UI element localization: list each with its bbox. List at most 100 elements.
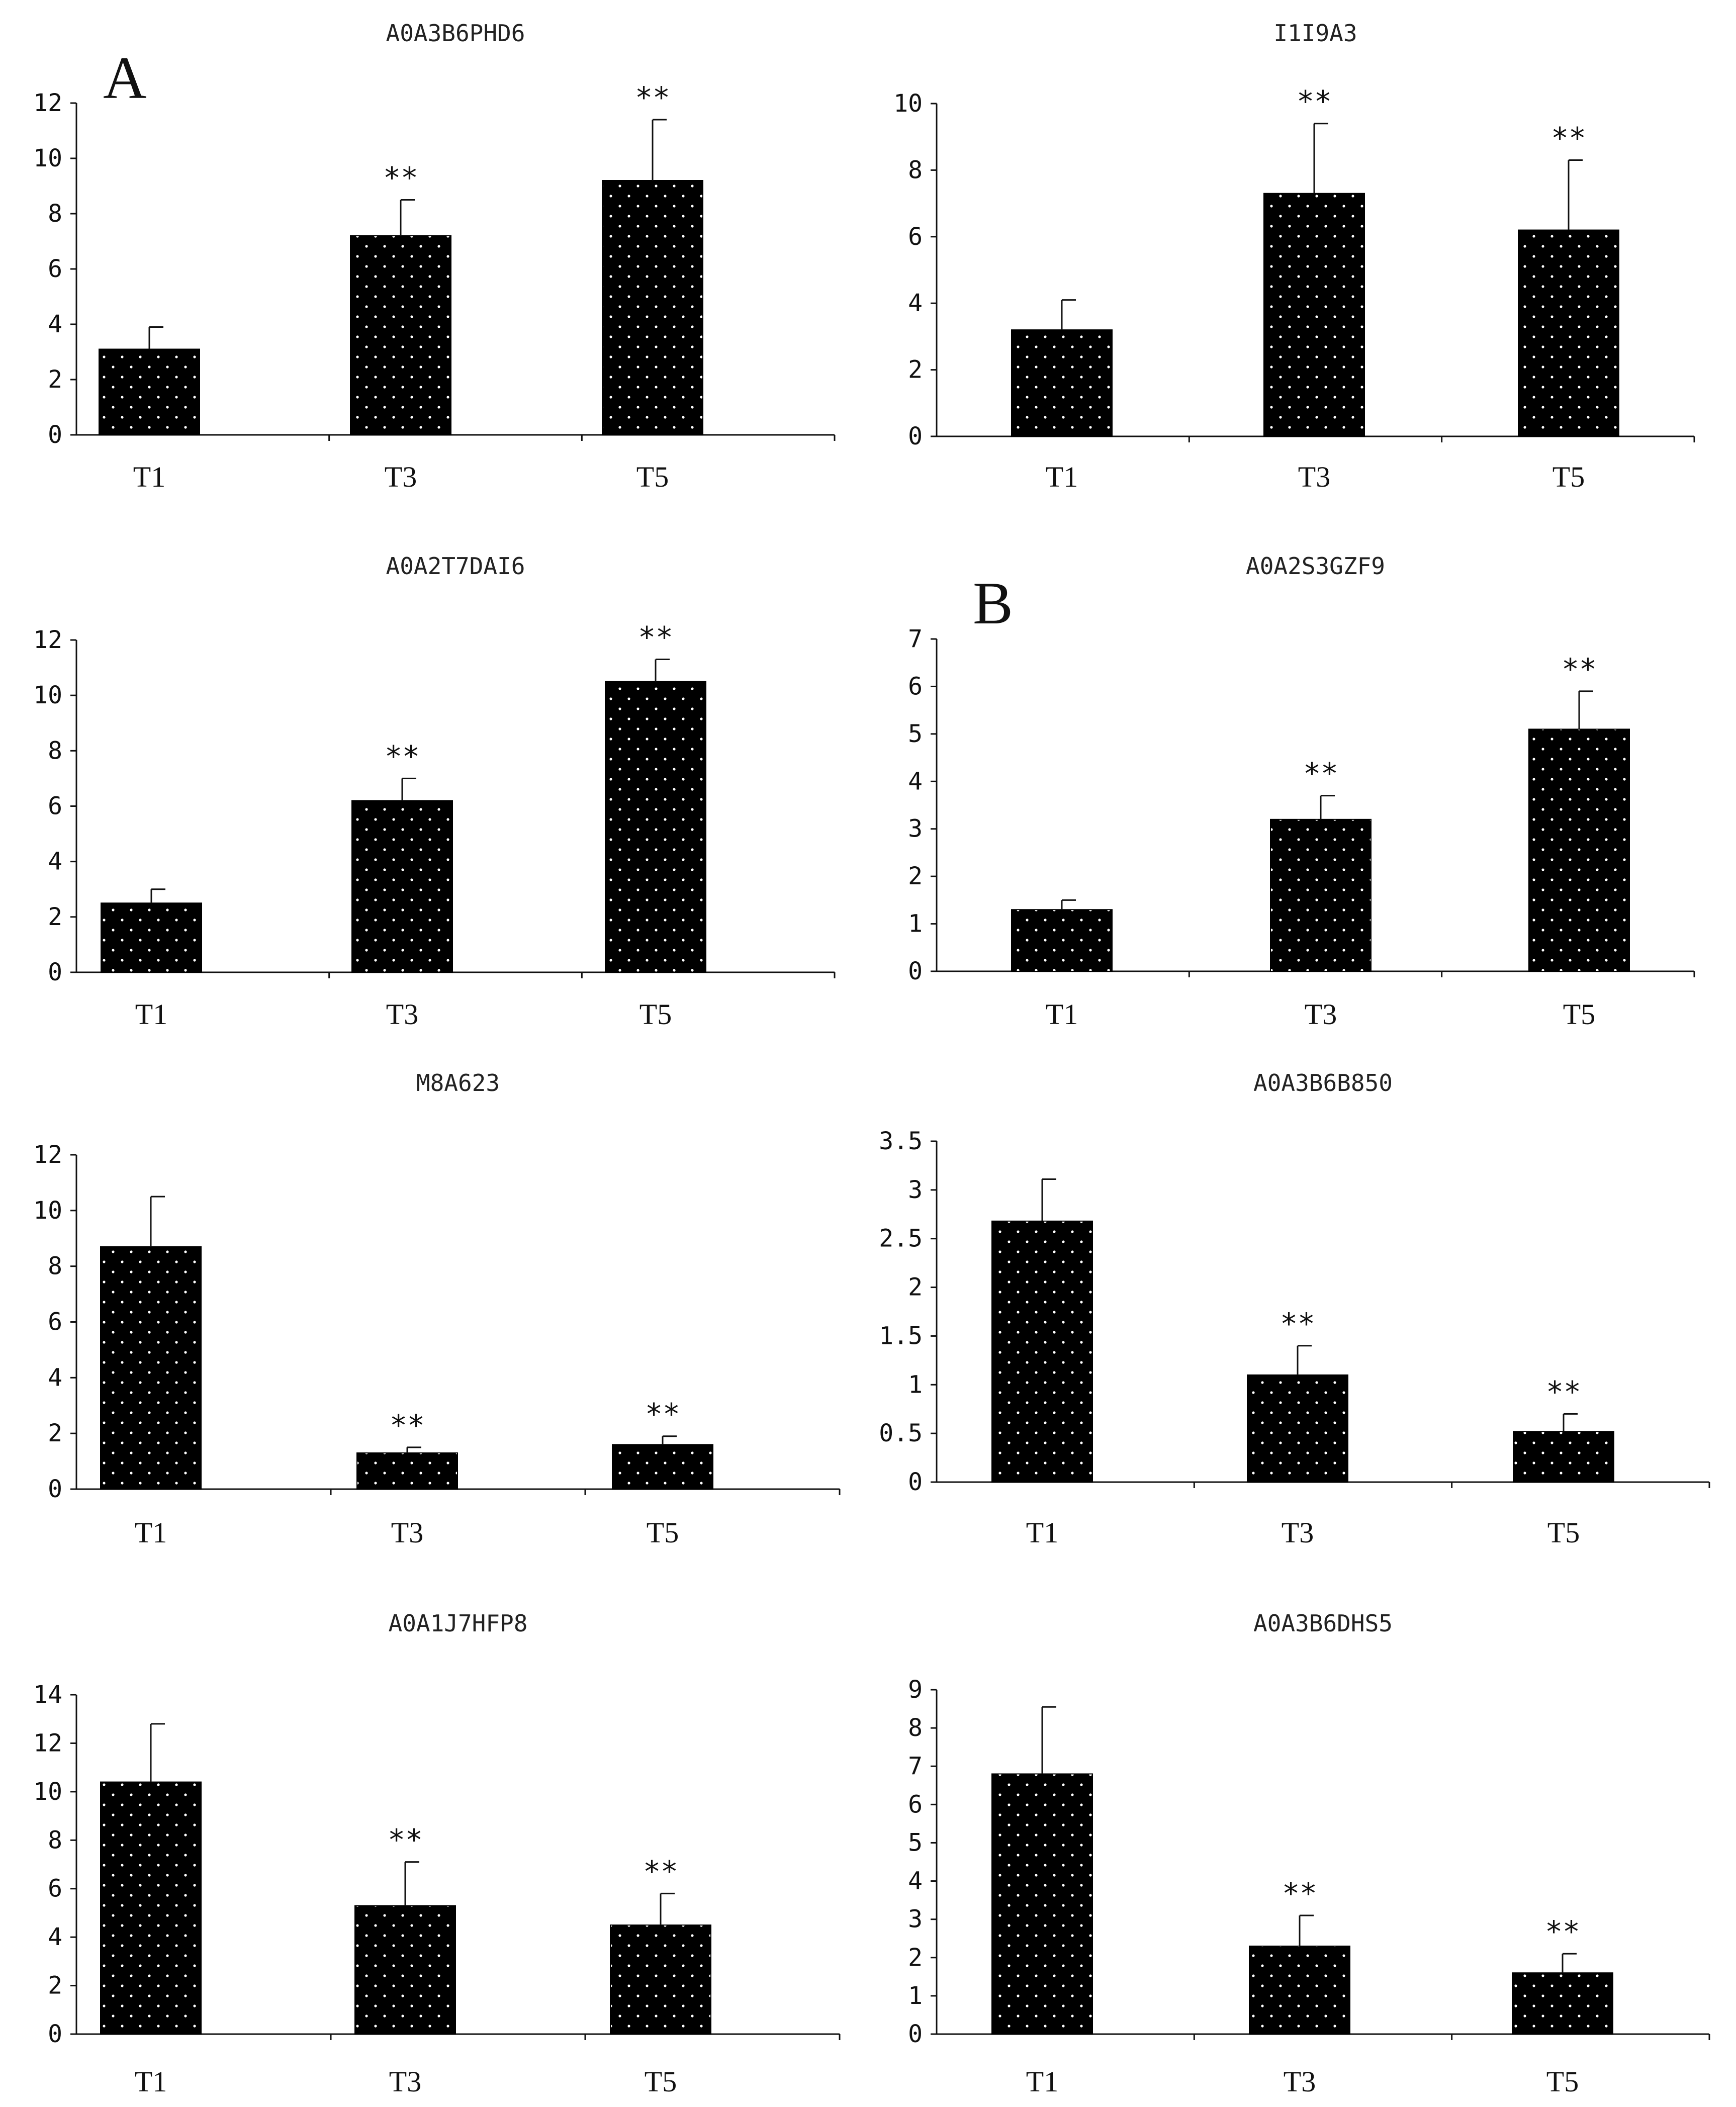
y-tick-label: 4 — [48, 1363, 62, 1392]
y-tick-label: 6 — [908, 1790, 923, 1818]
bar-T1 — [100, 1246, 202, 1490]
category-label: T5 — [1563, 998, 1595, 1031]
y-tick-label: 6 — [48, 792, 62, 820]
chart-title: I1I9A3 — [1273, 20, 1357, 47]
bar-T5 — [612, 1444, 713, 1490]
y-tick-label: 3 — [908, 1905, 923, 1934]
y-tick-label: 7 — [908, 625, 923, 653]
y-tick-label: 5 — [908, 1828, 923, 1857]
bar-T5 — [605, 681, 706, 973]
y-tick-label: 6 — [48, 1308, 62, 1336]
category-label: T3 — [385, 461, 417, 493]
y-tick-label: 10 — [33, 681, 62, 709]
y-tick-label: 0 — [908, 957, 923, 985]
bar-T5 — [1518, 229, 1619, 437]
y-tick-label: 4 — [48, 848, 62, 876]
bar-T1 — [1011, 329, 1113, 437]
significance-marker: ** — [390, 1408, 425, 1442]
category-label: T5 — [636, 461, 669, 493]
significance-marker: ** — [1546, 1375, 1581, 1409]
y-tick-label: 9 — [908, 1676, 923, 1704]
y-tick-label: 4 — [908, 289, 923, 317]
y-tick-label: 8 — [48, 200, 62, 228]
category-label: T1 — [1046, 461, 1078, 493]
category-label: T3 — [1305, 998, 1337, 1031]
y-tick-label: 0 — [48, 2020, 62, 2048]
y-tick-label: 0 — [48, 421, 62, 449]
significance-marker: ** — [1545, 1914, 1580, 1949]
chart-title: A0A3B6PHD6 — [386, 20, 525, 47]
y-tick-label: 2 — [48, 365, 62, 394]
chart-title: A0A1J7HFP8 — [389, 1610, 528, 1637]
y-tick-label: 3 — [908, 815, 923, 843]
significance-marker: ** — [1562, 652, 1597, 686]
category-label: T5 — [1547, 1516, 1580, 1549]
significance-marker: ** — [385, 739, 420, 773]
y-tick-label: 6 — [908, 672, 923, 700]
bar-T1 — [991, 1773, 1093, 2035]
bar-T3 — [1249, 1945, 1350, 2035]
bar-T5 — [602, 180, 703, 435]
y-tick-label: 12 — [33, 626, 62, 654]
category-label: T3 — [1282, 1516, 1314, 1549]
chart-A0A3B6PHD6: A0A3B6PHD6 0 2 4 6 8 10 12 T1 ** T3 ** T5 A — [33, 20, 836, 493]
bar-T5 — [1512, 1972, 1613, 2035]
category-label: T1 — [1046, 998, 1078, 1031]
y-tick-label: 5 — [908, 720, 923, 748]
chart-A0A2S3GZF9: A0A2S3GZF9 0 1 2 3 4 5 6 7 T1 ** T3 ** T5 B — [908, 553, 1695, 1031]
chart-A0A3B6DHS5: A0A3B6DHS5 0 1 2 3 4 5 6 7 8 9 T1 ** T3 ** T5 — [908, 1610, 1710, 2098]
category-label: T5 — [1552, 461, 1585, 493]
y-tick-label: 0.5 — [879, 1419, 923, 1447]
bar-T3 — [1270, 818, 1372, 972]
chart-title: A0A2T7DAI6 — [386, 553, 525, 580]
category-label: T3 — [389, 2065, 421, 2098]
y-tick-label: 0 — [48, 1475, 62, 1503]
y-tick-label: 1 — [908, 910, 923, 938]
significance-marker: ** — [635, 80, 670, 115]
category-label: T5 — [639, 998, 672, 1031]
y-tick-label: 2 — [48, 1419, 62, 1447]
category-label: T5 — [645, 2065, 677, 2098]
significance-marker: ** — [1280, 1307, 1315, 1341]
category-label: T3 — [1284, 2065, 1316, 2098]
y-tick-label: 2 — [48, 903, 62, 931]
y-tick-label: 10 — [893, 89, 923, 118]
y-tick-label: 0 — [908, 1468, 923, 1496]
y-tick-label: 6 — [48, 1875, 62, 1903]
y-tick-label: 12 — [33, 1729, 62, 1757]
bar-T3 — [356, 1452, 458, 1490]
y-tick-label: 6 — [908, 223, 923, 251]
category-label: T3 — [391, 1516, 423, 1549]
bar-T1 — [99, 348, 200, 435]
y-tick-label: 0 — [908, 422, 923, 450]
bar-T3 — [1263, 193, 1365, 437]
chart-A0A2T7DAI6: A0A2T7DAI6 0 2 4 6 8 10 12 T1 ** T3 ** T5 — [33, 553, 836, 1031]
category-label: T1 — [133, 461, 165, 493]
category-label: T1 — [1026, 2065, 1058, 2098]
chart-M8A623: M8A623 0 2 4 6 8 10 12 T1 ** T3 ** T5 — [33, 1069, 841, 1549]
bar-T3 — [1247, 1374, 1348, 1483]
y-tick-label: 4 — [908, 767, 923, 795]
chart-A0A3B6B850: A0A3B6B850 0 0.5 1 1.5 2 2.5 3 3.5 T1 ** T3 ** T5 — [879, 1069, 1710, 1549]
y-tick-label: 4 — [908, 1867, 923, 1895]
bar-T1 — [991, 1220, 1093, 1483]
y-tick-label: 0 — [48, 958, 62, 986]
bar-T1 — [101, 902, 202, 973]
chart-title: M8A623 — [416, 1069, 500, 1096]
panel-label: B — [973, 570, 1013, 636]
bar-T5 — [1513, 1431, 1614, 1483]
y-tick-label: 12 — [33, 89, 62, 117]
y-tick-label: 1 — [908, 1982, 923, 2010]
bar-T5 — [1528, 728, 1630, 972]
category-label: T1 — [135, 2065, 167, 2098]
chart-A0A1J7HFP8: A0A1J7HFP8 0 2 4 6 8 10 12 14 T1 ** T3 ** T5 — [33, 1610, 841, 2098]
chart-I1I9A3: I1I9A3 0 2 4 6 8 10 T1 ** T3 ** T5 — [893, 20, 1695, 493]
y-tick-label: 8 — [48, 1826, 62, 1854]
chart-title: A0A2S3GZF9 — [1246, 553, 1385, 580]
y-tick-label: 8 — [908, 156, 923, 184]
significance-marker: ** — [388, 1823, 423, 1857]
y-tick-label: 3.5 — [879, 1127, 923, 1155]
significance-marker: ** — [645, 1397, 680, 1431]
y-tick-label: 14 — [33, 1681, 62, 1709]
y-tick-label: 8 — [48, 737, 62, 765]
